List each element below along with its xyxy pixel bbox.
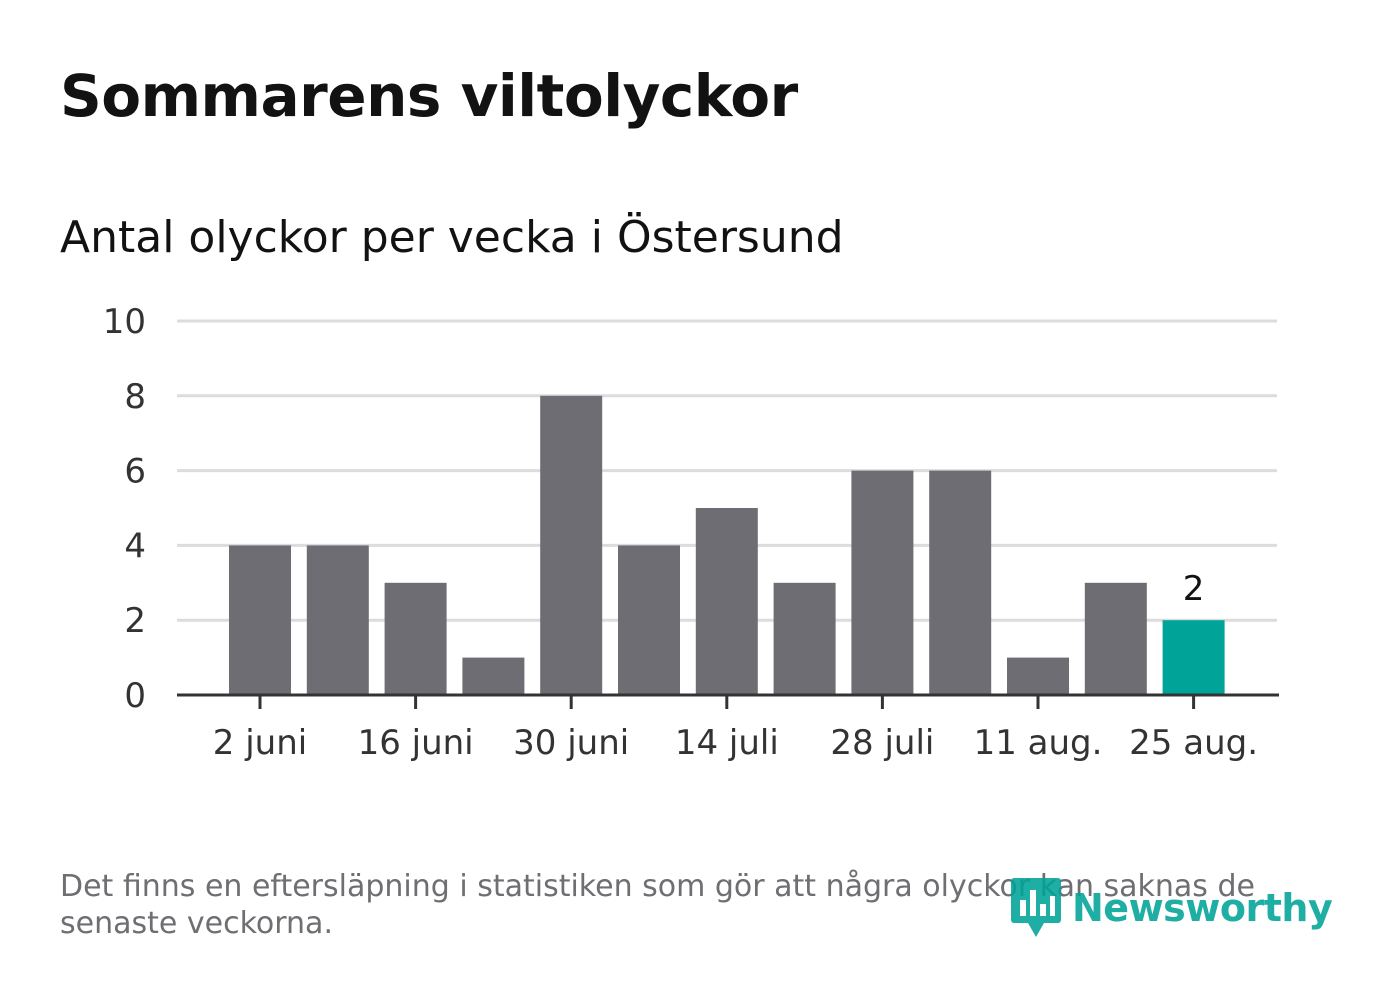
bars xyxy=(229,395,1225,695)
logo-text: Newsworthy xyxy=(1072,886,1333,930)
chart-subtitle: Antal olyckor per vecka i Östersund xyxy=(60,212,844,263)
labels: 0 2 4 6 8 10 2 juni 16 juni 30 juni 14 juli 28 jul… xyxy=(103,302,1258,763)
bar-28-juli xyxy=(851,470,914,695)
chart-title: Sommarens viltolyckor xyxy=(60,62,798,130)
y-tick-label: 4 xyxy=(124,526,146,566)
x-tick-label: 25 aug. xyxy=(1129,723,1258,763)
x-tick-label: 30 juni xyxy=(513,723,629,763)
bar-chart-speech-bubble-icon xyxy=(1011,878,1061,937)
data-label: 2 xyxy=(1183,569,1205,609)
x-tick-label: 14 juli xyxy=(675,723,779,763)
bar-16-juni xyxy=(384,582,447,695)
x-tick-label: 16 juni xyxy=(358,723,474,763)
newsworthy-logo: Newsworthy xyxy=(1010,876,1333,940)
bar-18-aug xyxy=(1084,582,1147,695)
bar-11-aug xyxy=(1007,657,1069,695)
bar-14-juli xyxy=(695,508,758,695)
bar-4-aug xyxy=(929,470,992,695)
bar-30-juni xyxy=(540,395,603,695)
x-tick-label: 28 juli xyxy=(830,723,934,763)
y-tick-label: 0 xyxy=(124,676,146,716)
bar-23-juni xyxy=(462,657,525,695)
x-axis xyxy=(177,693,1279,709)
y-tick-label: 8 xyxy=(124,377,146,417)
bar-2-juni xyxy=(229,545,291,695)
y-tick-label: 6 xyxy=(124,452,146,492)
x-tick-label: 2 juni xyxy=(213,723,307,763)
y-tick-label: 2 xyxy=(124,601,146,641)
bar-chart: 0 2 4 6 8 10 2 juni 16 juni 30 juni 14 juli 28 jul… xyxy=(103,302,1279,763)
bar-21-juli xyxy=(773,582,836,695)
y-tick-label: 10 xyxy=(103,302,146,342)
bar-7-juli xyxy=(618,545,680,695)
bar-25-aug xyxy=(1162,620,1225,695)
x-tick-label: 11 aug. xyxy=(974,723,1103,763)
bar-9-juni xyxy=(306,545,369,695)
